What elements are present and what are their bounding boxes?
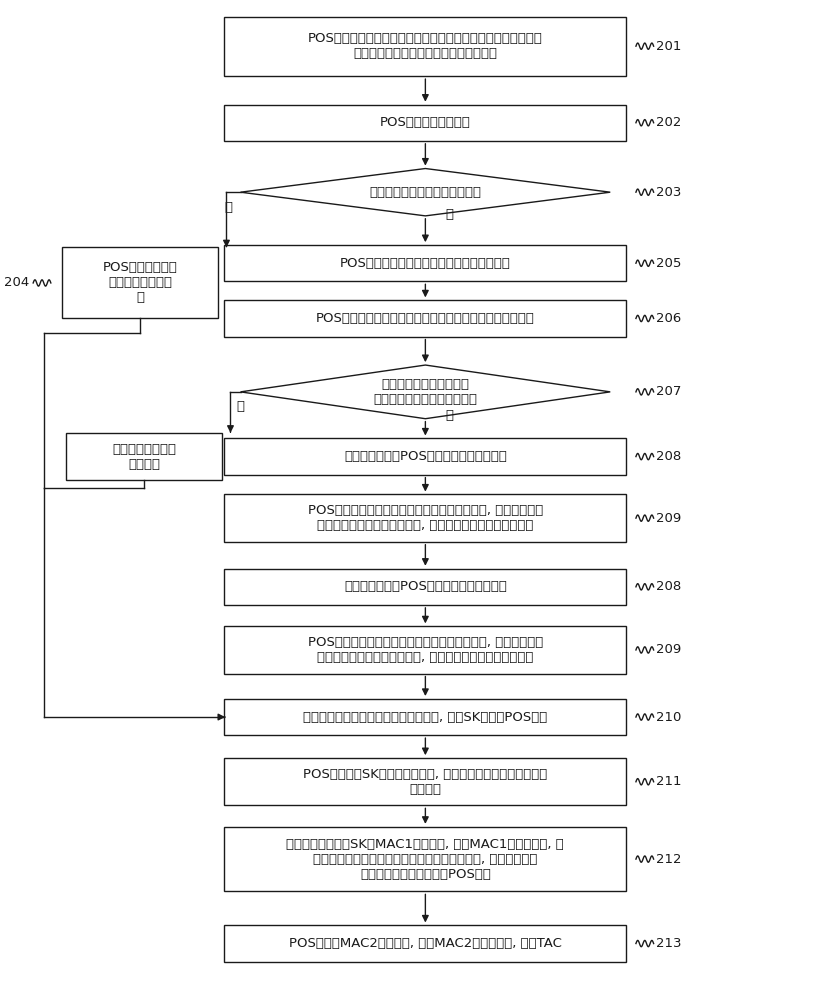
Text: 消费金额是否大于单次消费限额: 消费金额是否大于单次消费限额 xyxy=(369,186,481,199)
Text: POS终端产生并输出输入支付密码的提示信息: POS终端产生并输出输入支付密码的提示信息 xyxy=(340,257,510,270)
FancyBboxPatch shape xyxy=(224,438,627,475)
Text: 208: 208 xyxy=(656,580,681,593)
Text: 用户标识模块采用SK对MAC1进行验证, 并在MAC1通过验证时, 从
用户标识模块上电子钱包的余额中扣除消费金额, 产生报文签别
码与交易流水帐并发送给POS: 用户标识模块采用SK对MAC1进行验证, 并在MAC1通过验证时, 从 用户标识… xyxy=(286,838,564,881)
Text: POS终端根据用户标识模块返回的密码验证结果, 获知密码验证
请求中的支付密码通过验证时, 向用户标识模块发送交易指示: POS终端根据用户标识模块返回的密码验证结果, 获知密码验证 请求中的支付密码通… xyxy=(308,504,543,532)
Text: 203: 203 xyxy=(656,186,681,199)
Text: 是: 是 xyxy=(446,409,453,422)
Text: 207: 207 xyxy=(656,385,681,398)
Text: 210: 210 xyxy=(656,711,681,724)
Text: 212: 212 xyxy=(656,853,681,866)
Text: 是: 是 xyxy=(446,208,453,221)
FancyBboxPatch shape xyxy=(61,247,218,318)
FancyBboxPatch shape xyxy=(224,105,627,141)
FancyBboxPatch shape xyxy=(224,300,627,337)
Text: POS终端接收支付密码并向用户标识模块发送密码验证请求: POS终端接收支付密码并向用户标识模块发送密码验证请求 xyxy=(316,312,535,325)
Text: POS终端利用SK对固定数据加密, 产生报文认证码并发送给用户
标识模块: POS终端利用SK对固定数据加密, 产生报文认证码并发送给用户 标识模块 xyxy=(303,768,548,796)
Text: 密码验证请求中的支付密
码与存储的支付密码是否一致: 密码验证请求中的支付密 码与存储的支付密码是否一致 xyxy=(374,378,477,406)
Text: POS终端向用户标
识模块发送交易指
示: POS终端向用户标 识模块发送交易指 示 xyxy=(103,261,178,304)
Text: POS终端读取移动终端中用户标识模块标识信息与该用户标识模
块上电子钱包中存储的单次消费限额信息: POS终端读取移动终端中用户标识模块标识信息与该用户标识模 块上电子钱包中存储的… xyxy=(308,32,543,60)
Text: 205: 205 xyxy=(656,257,681,270)
FancyBboxPatch shape xyxy=(224,626,627,674)
Text: 否: 否 xyxy=(224,201,232,214)
FancyBboxPatch shape xyxy=(224,827,627,891)
Text: 201: 201 xyxy=(656,40,681,53)
Text: 208: 208 xyxy=(656,450,681,463)
FancyBboxPatch shape xyxy=(224,245,627,281)
FancyBboxPatch shape xyxy=(224,758,627,805)
Text: 209: 209 xyxy=(656,512,681,525)
Text: 用户标识模块向POS终端返回密码验证结果: 用户标识模块向POS终端返回密码验证结果 xyxy=(344,580,507,593)
FancyBboxPatch shape xyxy=(224,17,627,76)
Text: 用户标识模块向POS终端返回密码验证结果: 用户标识模块向POS终端返回密码验证结果 xyxy=(344,450,507,463)
FancyBboxPatch shape xyxy=(224,925,627,962)
Text: 213: 213 xyxy=(656,937,681,950)
FancyBboxPatch shape xyxy=(66,433,222,480)
Text: POS终端对MAC2进行验证, 并在MAC2通过验证时, 保存TAC: POS终端对MAC2进行验证, 并在MAC2通过验证时, 保存TAC xyxy=(289,937,562,950)
Text: 用户标识模块产生伪随机数与过程密钥, 并将SK发送给POS终端: 用户标识模块产生伪随机数与过程密钥, 并将SK发送给POS终端 xyxy=(303,711,548,724)
FancyBboxPatch shape xyxy=(224,699,627,735)
FancyBboxPatch shape xyxy=(224,494,627,542)
Polygon shape xyxy=(241,169,610,216)
Polygon shape xyxy=(241,365,610,419)
Text: 206: 206 xyxy=(656,312,681,325)
Text: 204: 204 xyxy=(4,276,29,289)
Text: 不执行本实施例的
后续流程: 不执行本实施例的 后续流程 xyxy=(112,443,176,471)
Text: 211: 211 xyxy=(656,775,681,788)
Text: 202: 202 xyxy=(656,116,681,129)
Text: POS终端根据用户标识模块返回的密码验证结果, 获知密码验证
请求中的支付密码通过验证时, 向用户标识模块发送交易指示: POS终端根据用户标识模块返回的密码验证结果, 获知密码验证 请求中的支付密码通… xyxy=(308,636,543,664)
Text: 209: 209 xyxy=(656,643,681,656)
Text: POS终端接收支付请求: POS终端接收支付请求 xyxy=(380,116,471,129)
FancyBboxPatch shape xyxy=(224,569,627,605)
Text: 否: 否 xyxy=(237,400,245,413)
